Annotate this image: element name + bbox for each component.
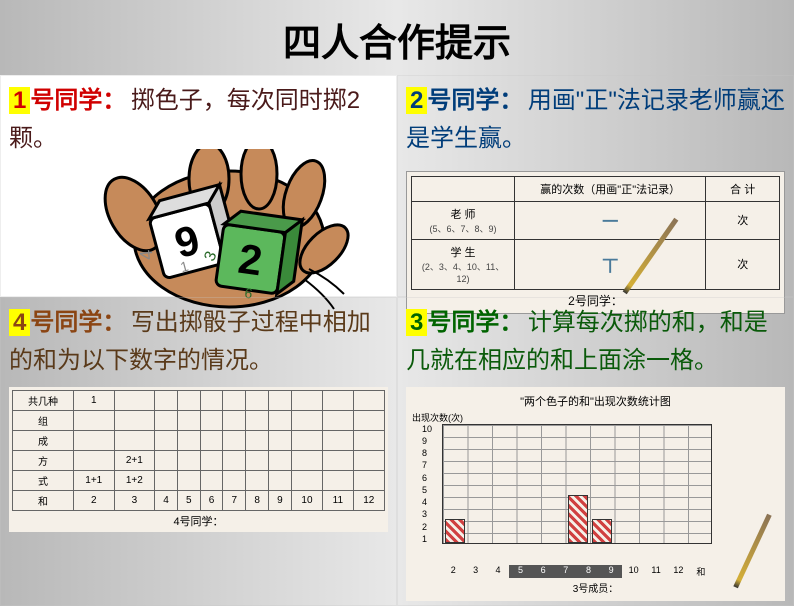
q2-tally-table: 赢的次数（用画"正"法记录） 合 计 老 师(5、6、7、8、9) 一 次 学 … xyxy=(406,171,785,314)
svg-text:4: 4 xyxy=(136,249,157,261)
quadrant-2: 2号同学： 用画"正"法记录老师赢还是学生赢。 赢的次数（用画"正"法记录） 合… xyxy=(397,75,794,297)
page-title: 四人合作提示 xyxy=(0,0,794,75)
q1-role-label: 1号同学： xyxy=(9,87,126,114)
q2-text: 2号同学： 用画"正"法记录老师赢还是学生赢。 xyxy=(406,80,785,159)
q3-bar-chart: "两个色子的和"出现次数统计图 出现次数(次) 10987654321 2345… xyxy=(406,387,785,601)
q2-header-total: 合 计 xyxy=(706,176,780,201)
q4-footer: 4号同学： xyxy=(12,513,385,529)
q2-student-total: 次 xyxy=(706,239,780,289)
chart-bar xyxy=(592,519,612,543)
q2-teacher-cell: 老 师(5、6、7、8、9) xyxy=(412,201,515,239)
q2-num: 2 xyxy=(406,87,427,114)
q1-num: 1 xyxy=(9,87,30,114)
chart-xaxis: 23456789101112和 xyxy=(442,565,712,578)
chart-yaxis: 10987654321 xyxy=(422,424,432,544)
q4-text: 4号同学： 写出掷骰子过程中相加的和为以下数字的情况。 xyxy=(9,302,388,381)
q1-text: 1号同学： 掷色子，每次同时掷2颗。 xyxy=(9,80,388,159)
q3-footer: 3号成员： xyxy=(412,580,779,595)
chart-title: "两个色子的和"出现次数统计图 xyxy=(412,393,779,409)
quadrant-1: 1号同学： 掷色子，每次同时掷2颗。 9 4 xyxy=(0,75,397,297)
chart-ylabel: 出现次数(次) xyxy=(412,411,779,424)
q2-teacher-tally: 一 xyxy=(602,214,618,231)
q4-combination-table: 共几种1组成方2+1式1+11+2和23456789101112 4号同学： xyxy=(9,387,388,532)
chart-bar xyxy=(568,495,588,543)
q4-role-label: 4号同学： xyxy=(9,309,126,336)
chart-bar xyxy=(445,519,465,543)
quadrant-4: 4号同学： 写出掷骰子过程中相加的和为以下数字的情况。 共几种1组成方2+1式1… xyxy=(0,297,397,606)
q3-num: 3 xyxy=(406,309,427,336)
chart-grid xyxy=(442,424,712,544)
q2-header-tally: 赢的次数（用画"正"法记录） xyxy=(515,176,706,201)
dice-hand-illustration: 9 4 1 2 3 6 xyxy=(9,159,388,309)
q3-role-label: 3号同学： xyxy=(406,309,523,336)
q4-num: 4 xyxy=(9,309,30,336)
q2-student-cell: 学 生(2、3、4、10、11、12) xyxy=(412,239,515,289)
q2-teacher-total: 次 xyxy=(706,201,780,239)
quadrant-grid: 1号同学： 掷色子，每次同时掷2颗。 9 4 xyxy=(0,75,794,603)
quadrant-3: 3号同学： 计算每次掷的和，和是几就在相应的和上面涂一格。 "两个色子的和"出现… xyxy=(397,297,794,606)
q3-text: 3号同学： 计算每次掷的和，和是几就在相应的和上面涂一格。 xyxy=(406,302,785,381)
q2-role-label: 2号同学： xyxy=(406,87,523,114)
q2-student-tally: 丅 xyxy=(602,258,618,275)
